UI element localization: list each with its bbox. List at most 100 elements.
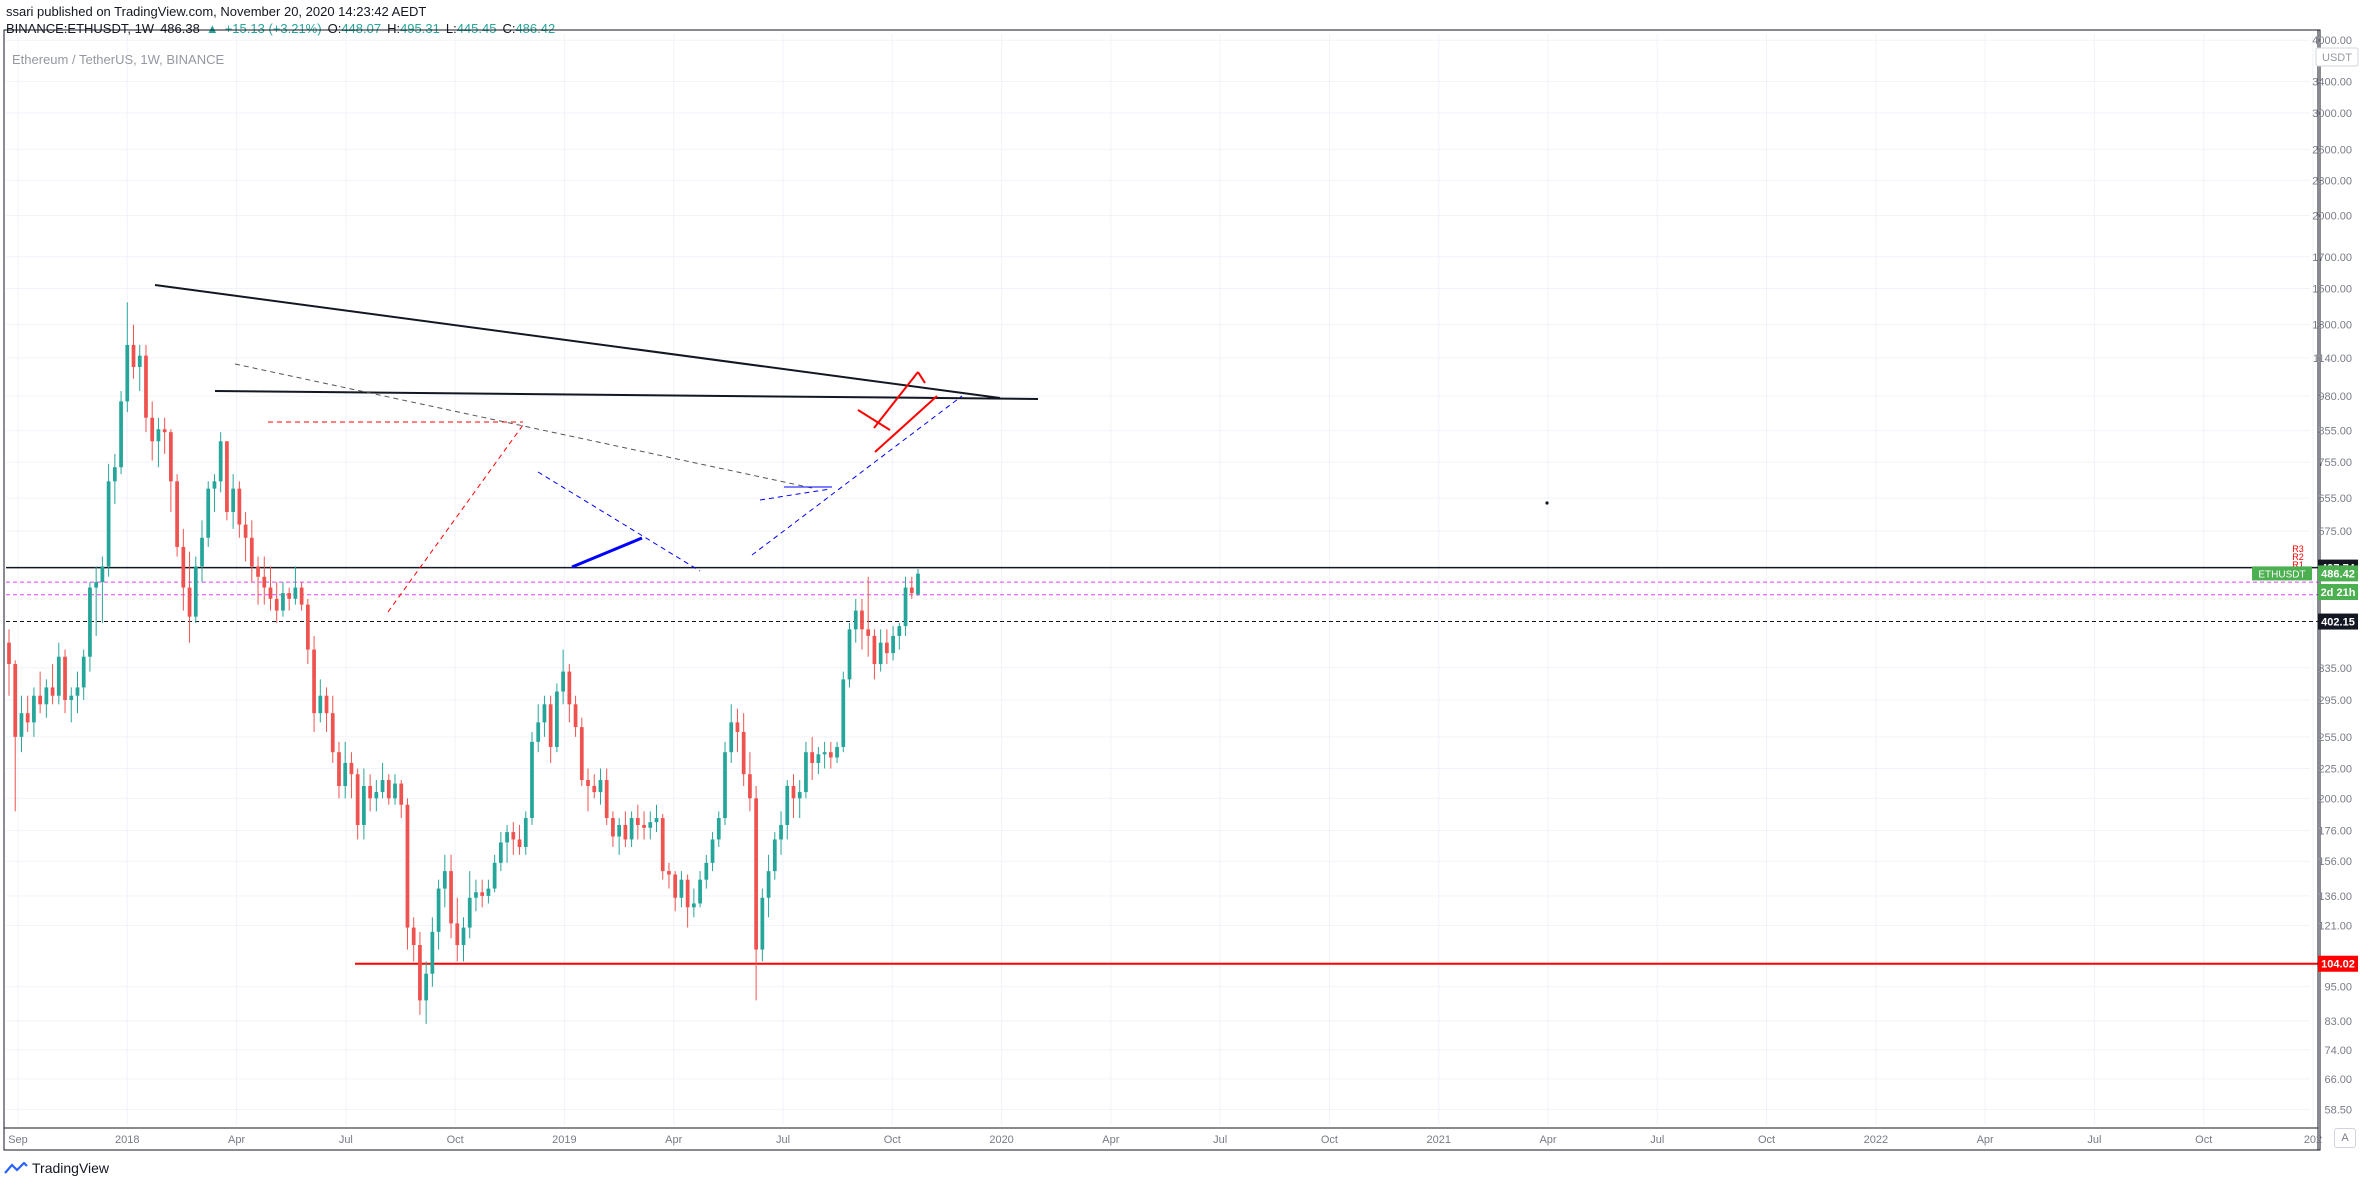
candle-body [442,871,447,889]
candle-body [735,722,740,732]
candle-body [193,566,198,617]
candle-body [337,752,341,786]
price-label: 486.42 [2321,568,2355,580]
candle-body [436,888,441,932]
candle-body [305,604,310,650]
candle-body [94,582,99,588]
candle-body [511,832,516,840]
candle-body [766,871,771,898]
candle-body [586,780,590,786]
candle-body [741,731,746,775]
candle-body [517,839,522,847]
candle-body [835,746,839,758]
candle-body [418,945,422,1001]
candle-body [536,722,541,742]
high-value: 495.31 [400,21,440,36]
trendline [873,371,919,429]
candle-body [81,656,86,688]
price-label-bg [2318,613,2358,630]
candle-body [772,839,777,872]
candle-body [461,927,466,946]
trendline [387,424,524,613]
candle-body [667,871,671,875]
symbol-label[interactable]: BINANCE:ETHUSDT, 1W [6,21,155,36]
candle-body [225,441,229,513]
pivot-mark: R3 [2292,544,2304,554]
candle-body [150,417,155,442]
candle-body [362,785,366,825]
candle-body [878,642,883,665]
candle-body [760,897,765,950]
candle-body [368,785,372,799]
candle-body [318,695,323,714]
candle-body [405,804,410,928]
time-axis[interactable]: Sep 2018 Apr Jul Oct 2019 Apr Jul Oct 2020 Apr Jul O… [4,1127,2322,1146]
price-tick-label: 295.00 [2318,695,2352,707]
price-tick-label: 255.00 [2318,732,2352,744]
close-label: C: [502,21,516,36]
candle-body [673,874,678,898]
candle-body [218,441,223,482]
time-tick-label: Oct [1758,1134,1775,1146]
horizontal-levels [6,566,2318,965]
candle-body [13,664,18,737]
time-tick-label: Apr [228,1134,245,1146]
ohlc-legend: BINANCE:ETHUSDT, 1W 486.38 ▲ +15.13 (+3.… [6,21,555,36]
candle-body [262,576,267,588]
candle-body [424,973,429,1001]
trendline [234,363,813,489]
candle-body [399,783,404,805]
candle-body [393,783,397,799]
grid [6,34,2314,1125]
candle-body [231,488,236,513]
time-tick-label: Oct [447,1134,464,1146]
candle-body [256,566,260,577]
candle-body [685,879,690,908]
change-value: +15.13 (+3.21%) [224,21,322,36]
auto-scale-button[interactable]: A [2334,1128,2356,1148]
dot-marker [1545,501,1549,505]
price-axis[interactable]: 4000.00 3400.00 3000.00 2600.00 2300.00 2000.… [2252,30,2358,1150]
candle-body [125,344,130,402]
close-value: 486.42 [515,21,556,36]
candle-body [548,704,553,747]
candle-body [629,818,634,840]
candle-body [380,780,385,793]
candle-body [50,687,55,696]
time-tick-label: 202 [2304,1134,2322,1146]
candle-body [598,780,603,793]
trendline [537,471,701,572]
candle-body [63,656,67,700]
candle-body [25,713,30,723]
candle-body [249,537,254,567]
candle-body [530,741,534,819]
candle-body [455,923,460,946]
candle-body [386,780,391,799]
candle-body [885,642,889,654]
high-label: H: [387,21,401,36]
candle-body [810,752,815,763]
candle-body [274,598,279,611]
candle-body [679,879,684,898]
price-tick-label: 83.00 [2324,1016,2352,1028]
candle-body [411,927,416,946]
price-tick-label: 575.00 [2318,526,2352,538]
candle-body [617,824,622,837]
price-tick-label: 4000.00 [2312,35,2352,47]
symbol-tag: ETHUSDT [2258,569,2305,580]
price-tick-label: 200.00 [2318,793,2352,805]
candle-body [909,587,914,594]
footer-brand[interactable]: TradingView [32,1160,110,1176]
time-tick-label: Apr [1977,1134,1994,1146]
candle-body [324,695,329,714]
candle-body [635,818,640,825]
chart-frame [3,29,2321,1151]
published-line: ssari published on TradingView.com, Nove… [6,4,427,19]
time-tick-label: 2019 [552,1134,576,1146]
time-tick-label: Jul [1213,1134,1227,1146]
candle-body [56,656,61,696]
candle-body [804,752,808,793]
price-tick-label: 95.00 [2324,982,2352,994]
candles [7,302,920,1024]
